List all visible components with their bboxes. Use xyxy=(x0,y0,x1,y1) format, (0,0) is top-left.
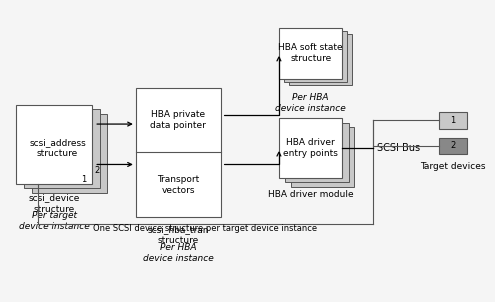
Text: SCSI Bus: SCSI Bus xyxy=(377,143,420,153)
Text: scsi_address
structure: scsi_address structure xyxy=(29,138,86,158)
Text: Transport
vectors: Transport vectors xyxy=(157,175,199,195)
Bar xyxy=(279,118,343,178)
Text: scsi_hba_tran
structure: scsi_hba_tran structure xyxy=(148,225,209,245)
Text: HBA driver
entry points: HBA driver entry points xyxy=(283,138,338,158)
Bar xyxy=(289,34,352,85)
Text: Per HBA
device instance: Per HBA device instance xyxy=(143,243,214,263)
Text: HBA private
data pointer: HBA private data pointer xyxy=(150,110,206,130)
Bar xyxy=(284,31,347,82)
Bar xyxy=(136,88,221,217)
Bar xyxy=(24,109,100,188)
Text: 1: 1 xyxy=(81,175,86,184)
Text: One SCSI device structure per target device instance: One SCSI device structure per target dev… xyxy=(93,224,317,233)
Text: HBA soft state
structure: HBA soft state structure xyxy=(278,43,343,63)
Bar xyxy=(291,127,354,187)
Bar xyxy=(285,123,349,182)
Text: 2: 2 xyxy=(94,166,99,175)
Bar xyxy=(32,114,107,193)
Text: HBA driver module: HBA driver module xyxy=(268,191,353,200)
Text: Per target
device instance: Per target device instance xyxy=(19,211,90,231)
Text: 1: 1 xyxy=(450,116,455,125)
Bar xyxy=(439,112,467,129)
Text: 2: 2 xyxy=(450,141,455,150)
Text: Target devices: Target devices xyxy=(420,162,486,171)
Text: Per HBA
device instance: Per HBA device instance xyxy=(275,93,346,113)
Bar xyxy=(16,104,92,184)
Bar xyxy=(279,28,343,79)
Bar xyxy=(439,137,467,154)
Text: scsi_device
structure: scsi_device structure xyxy=(29,194,80,214)
